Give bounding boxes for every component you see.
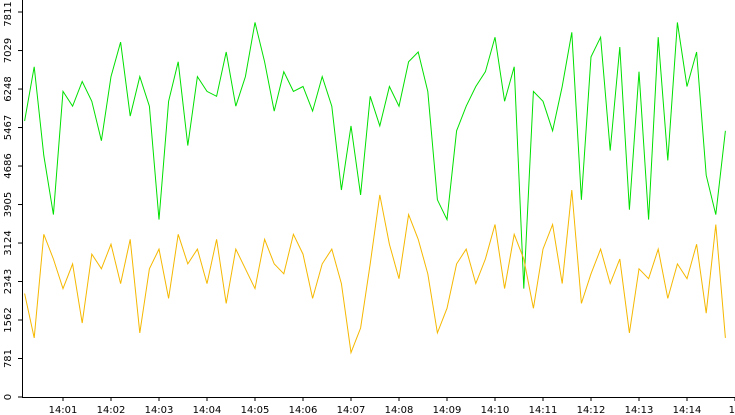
y-tick-label: 5467 — [3, 115, 14, 140]
y-tick-label: 4686 — [3, 153, 14, 178]
y-tick-label: 7811 — [3, 1, 14, 26]
series-line — [24, 189, 726, 355]
y-tick-label: 3124 — [3, 230, 14, 255]
y-tick-label: 3905 — [3, 192, 14, 217]
x-tick-label: 14:06 — [289, 405, 318, 415]
y-tick-label: 781 — [3, 349, 14, 368]
x-tick-label: 14:05 — [241, 405, 270, 415]
x-tick-label: 14:07 — [337, 405, 366, 415]
x-tick-label: 14:13 — [625, 405, 654, 415]
x-tick-label: 14:03 — [145, 405, 174, 415]
y-tick-label: 6248 — [3, 76, 14, 101]
x-tick-label: 14:02 — [97, 405, 126, 415]
x-tick-label: 14:11 — [529, 405, 558, 415]
x-tick-label: 14:14 — [673, 405, 702, 415]
y-tick-label: 2343 — [3, 269, 14, 294]
x-tick-label: 14:12 — [577, 405, 606, 415]
x-tick-label: 14:04 — [193, 405, 222, 415]
x-tick-label: 14 — [729, 405, 735, 415]
x-tick-label: 14:10 — [481, 405, 510, 415]
series-line — [24, 22, 726, 289]
y-tick-label: 0 — [3, 394, 14, 400]
x-tick-label: 14:08 — [385, 405, 414, 415]
x-tick-label: 14:01 — [49, 405, 78, 415]
y-tick-label: 7029 — [3, 38, 14, 63]
y-tick-label: 1562 — [3, 307, 14, 332]
x-tick-label: 14:09 — [433, 405, 462, 415]
